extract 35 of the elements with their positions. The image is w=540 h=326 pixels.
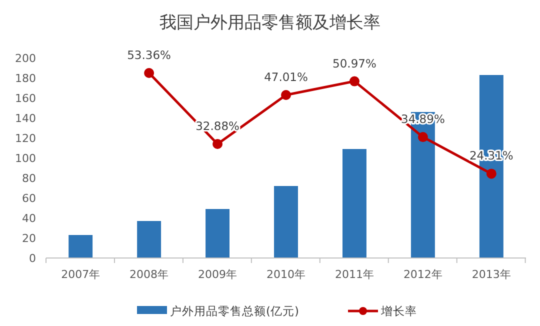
x-tick-label: 2007年 [61,268,100,281]
x-tick-label: 2008年 [130,268,169,281]
y-tick-label: 120 [15,132,36,145]
data-label: 53.36% [127,48,172,62]
point [144,68,154,78]
x-tick-label: 2012年 [403,268,442,281]
x-tick-label: 2011年 [334,268,374,281]
bar [68,235,93,258]
y-tick-label: 180 [15,72,36,85]
bar [274,186,298,258]
y-tick-label: 200 [15,52,36,65]
x-tick-label: 2010年 [266,268,306,281]
point [212,139,223,150]
data-label: 47.01% [264,70,308,84]
legend-label: 增长率 [380,304,417,318]
x-tick-label: 2009年 [198,268,238,281]
y-tick-label: 140 [15,112,36,125]
point [349,76,360,86]
x-tick-label: 2013年 [472,268,511,281]
point [486,168,496,179]
data-label: 50.97% [332,56,376,70]
bar [206,209,230,258]
y-tick-label: 160 [15,92,36,105]
y-tick-label: 100 [15,152,36,165]
bar [137,221,162,258]
bar [342,149,366,258]
point [418,132,428,142]
point [281,90,291,100]
y-tick-label: 80 [22,172,36,185]
y-tick-label: 40 [22,212,36,225]
y-tick-label: 0 [29,252,36,265]
y-tick-label: 60 [22,192,36,205]
chart-title: 我国户外用品零售额及增长率 [160,13,380,33]
legend-label: 户外用品零售总额(亿元) [170,304,299,318]
y-tick-label: 20 [22,232,36,245]
